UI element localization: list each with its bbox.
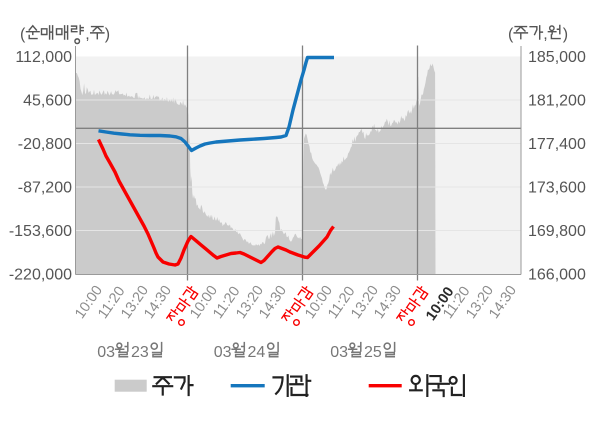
svg-text:23: 23 xyxy=(131,344,149,361)
svg-text:(: ( xyxy=(508,26,514,43)
svg-text:-20,800: -20,800 xyxy=(18,136,72,153)
svg-text:169,800: 169,800 xyxy=(528,223,586,240)
svg-text:): ) xyxy=(105,26,110,43)
svg-text:185,000: 185,000 xyxy=(528,49,586,66)
svg-text:-153,600: -153,600 xyxy=(9,223,72,240)
svg-text:-220,000: -220,000 xyxy=(9,267,72,284)
svg-text:112,000: 112,000 xyxy=(15,49,72,66)
svg-text:-87,200: -87,200 xyxy=(18,180,72,197)
svg-text:03: 03 xyxy=(330,344,348,361)
svg-text:181,200: 181,200 xyxy=(528,93,586,110)
svg-text:,: , xyxy=(85,26,89,43)
svg-text:03: 03 xyxy=(97,344,115,361)
svg-text:): ) xyxy=(563,26,568,43)
svg-text:25: 25 xyxy=(364,344,382,361)
svg-text:45,600: 45,600 xyxy=(23,93,72,110)
svg-text:173,600: 173,600 xyxy=(528,180,586,197)
svg-text:03: 03 xyxy=(214,344,232,361)
svg-text:177,400: 177,400 xyxy=(528,136,586,153)
svg-text:,: , xyxy=(543,26,547,43)
svg-text:(: ( xyxy=(20,26,26,43)
svg-text:24: 24 xyxy=(248,344,266,361)
svg-text:166,000: 166,000 xyxy=(528,267,586,284)
